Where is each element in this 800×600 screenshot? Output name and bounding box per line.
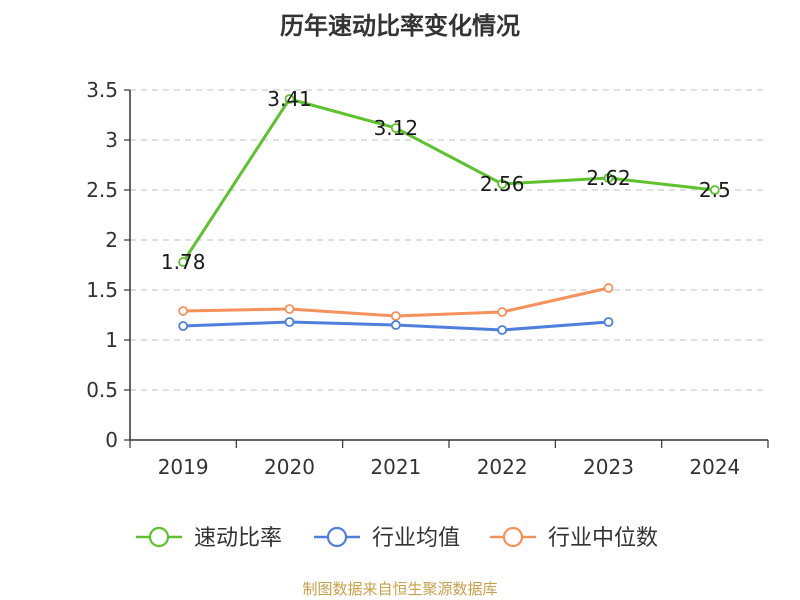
point-1-1: [284, 317, 295, 327]
point-2-0: [178, 306, 189, 316]
legend-marker-2: [502, 526, 524, 548]
x-tick-label-2020: 2020: [264, 455, 315, 479]
point-2-1: [284, 304, 295, 314]
data-label-2024: 2.5: [699, 178, 731, 202]
y-tick-label-1: 0.5: [86, 378, 118, 402]
point-0-1: [284, 94, 295, 104]
legend-label-1: 行业均值: [372, 526, 460, 551]
point-0-3: [497, 179, 508, 189]
y-tick-label-4: 2: [105, 228, 118, 252]
point-1-3: [497, 325, 508, 335]
y-tick-label-5: 2.5: [86, 178, 118, 202]
data-label-2022: 2.56: [480, 172, 525, 196]
grid-lines: [130, 89, 768, 391]
point-2-4: [603, 283, 614, 293]
series-lines: [178, 94, 720, 335]
point-0-4: [603, 173, 614, 183]
x-tick-label-2019: 2019: [158, 455, 209, 479]
x-tick-label-2023: 2023: [583, 455, 634, 479]
point-1-2: [390, 320, 401, 330]
source-note: 制图数据来自恒生聚源数据库: [302, 580, 498, 598]
series-line-0: [181, 97, 716, 263]
point-2-3: [497, 307, 508, 317]
legend-marker-0: [148, 526, 170, 548]
axes: 0 0.5 1 1.5 2 2.5 3 3.5 2019 2020 2021 2022 2023 2024: [86, 78, 769, 479]
x-tick-label-2024: 2024: [689, 455, 740, 479]
x-tick-label-2022: 2022: [477, 455, 528, 479]
y-tick-label-2: 1: [105, 328, 118, 352]
data-label-2019: 1.78: [161, 250, 206, 274]
legend: 速动比率 行业均值 行业中位数: [136, 526, 658, 551]
point-0-0: [178, 257, 189, 267]
y-tick-label-0: 0: [105, 428, 118, 452]
point-2-2: [390, 311, 401, 321]
y-tick-label-3: 1.5: [86, 278, 118, 302]
point-1-0: [178, 321, 189, 331]
y-tick-label-7: 3.5: [86, 78, 118, 102]
point-0-2: [390, 123, 401, 133]
point-0-5: [709, 185, 720, 195]
data-label-2020: 3.41: [267, 87, 312, 111]
legend-label-0: 速动比率: [194, 526, 282, 551]
x-tick-label-2021: 2021: [370, 455, 421, 479]
data-labels: 1.78 3.41 3.12 2.56 2.62 2.5: [161, 87, 731, 274]
y-tick-label-6: 3: [105, 128, 118, 152]
point-1-4: [603, 317, 614, 327]
legend-marker-1: [326, 526, 348, 548]
chart-title: 历年速动比率变化情况: [280, 12, 520, 40]
legend-label-2: 行业中位数: [548, 526, 658, 551]
data-label-2023: 2.62: [586, 166, 631, 190]
data-label-2021: 3.12: [374, 116, 419, 140]
